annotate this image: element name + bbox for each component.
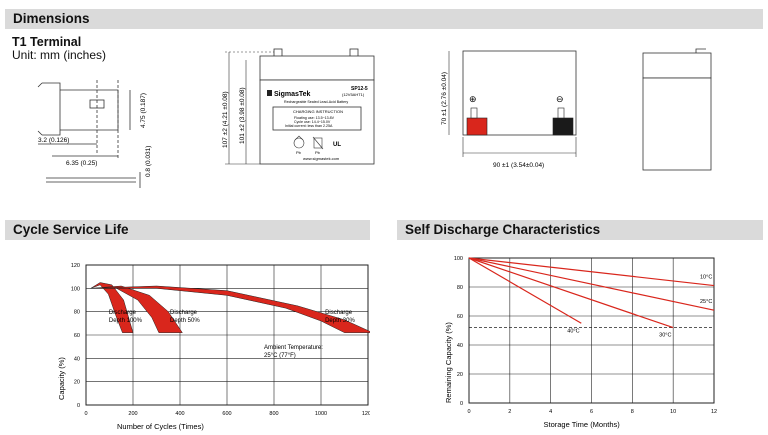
x-tick-label: 8 (631, 409, 634, 415)
charging-line-1: Floating use: 13.5~13.8V (294, 116, 335, 120)
y-tick-label: 120 (71, 263, 80, 269)
charging-line-2: Cycle use: 14.4~15.0V (294, 120, 331, 124)
series-line-1 (468, 257, 715, 311)
y-tick-label: 0 (77, 403, 80, 409)
terminal-dim-3: 4.75 (0.187) (140, 93, 147, 128)
series-label: 30°C (659, 333, 671, 339)
cert-pb-1: Pb (296, 150, 302, 155)
charging-title: CHARGING INSTRUCTION (293, 109, 343, 114)
self-header: Self Discharge Characteristics (397, 220, 763, 240)
front-height-case: 101 ±2 (3.98 ±0.08) (239, 87, 246, 144)
back-view-drawing (642, 48, 712, 171)
y-tick-label: 80 (74, 310, 80, 316)
terminal-dim-2: 6.35 (0.25) (66, 160, 97, 167)
x-tick-label: 0 (467, 409, 470, 415)
model-sub: (12V5AHT1) (342, 92, 365, 97)
x-tick-label: 10 (670, 409, 676, 415)
front-view-drawing: 107 ±2 (4.21 ±0.08) 101 ±2 (3.98 ±0.08) … (222, 48, 375, 165)
front-height-total: 107 ±2 (4.21 ±0.08) (222, 91, 229, 148)
brand-name: SigmasTek (274, 91, 311, 98)
y-tick-label: 60 (457, 314, 463, 320)
x-tick-label: 400 (175, 411, 184, 417)
x-tick-label: 12 (711, 409, 717, 415)
negative-terminal-block (552, 117, 574, 136)
y-tick-label: 20 (74, 380, 80, 386)
website: www.sigmastek.com (303, 156, 340, 161)
unit-label: Unit: mm (inches) (12, 48, 107, 62)
positive-symbol: ⊕ (469, 94, 477, 104)
annotation-line1: Ambient Temperature: (264, 345, 323, 351)
positive-terminal-block (466, 117, 488, 136)
x-axis-label: Storage Time (Months) (544, 420, 621, 429)
series-label: 10°C (700, 275, 712, 281)
y-tick-label: 40 (457, 343, 463, 349)
annotation-line1: Discharge (109, 310, 137, 316)
annotation-line2: Depth 100% (109, 318, 143, 324)
series-line-0 (468, 257, 715, 287)
series-label: 40°C (567, 328, 579, 334)
terminal-drawing: 4.75 (0.187) 3.2 (0.126) 6.35 (0.25) 0.8… (37, 80, 152, 188)
x-tick-label: 800 (269, 411, 278, 417)
annotation-line1: Discharge (325, 310, 353, 316)
y-tick-label: 40 (74, 356, 80, 362)
cycle-band-0 (90, 282, 134, 333)
trash-icon (312, 136, 324, 150)
annotation-line2: 25°C (77°F) (264, 353, 296, 359)
cycle-band-1 (90, 285, 183, 333)
x-tick-label: 600 (222, 411, 231, 417)
terminal-dim-1: 3.2 (0.126) (38, 137, 69, 144)
recycle-icon (293, 135, 305, 149)
y-tick-label: 0 (460, 401, 463, 407)
terminal-title: T1 Terminal (12, 35, 82, 49)
cycle-band-2 (90, 285, 370, 333)
series-label: 25°C (700, 299, 712, 305)
annotation-line1: Discharge (170, 310, 198, 316)
model-number: SP12-5 (351, 86, 368, 92)
side-view-drawing: ⊕ ⊖ 70 ±1 (2.76 ±0.04) 90 ±1 (3.54±0.04) (441, 50, 577, 169)
x-tick-label: 6 (590, 409, 593, 415)
cert-pb-2: Pb (315, 150, 321, 155)
x-tick-label: 1000 (315, 411, 327, 417)
annotation-line2: Depth 30% (325, 318, 355, 324)
self-discharge-chart: 0 2 4 6 8 10 12 0 20 40 60 80 100 Storage Time (Month… (444, 256, 717, 429)
dimensions-header: Dimensions (5, 9, 763, 29)
self-title: Self Discharge Characteristics (405, 222, 601, 237)
x-tick-label: 0 (84, 411, 87, 417)
dimensions-title: Dimensions (13, 11, 90, 26)
cycle-title: Cycle Service Life (13, 222, 129, 237)
series-line-3 (468, 257, 582, 324)
cycle-header: Cycle Service Life (5, 220, 370, 240)
x-tick-label: 4 (549, 409, 552, 415)
x-tick-label: 2 (508, 409, 511, 415)
annotation-line2: Depth 50% (170, 318, 200, 324)
front-subtitle: Rechargeable Sealed Lead-Acid Battery (284, 100, 348, 104)
y-axis-label: Remaining Capacity (%) (444, 322, 453, 403)
cert-ul: UL (333, 142, 341, 148)
y-tick-label: 100 (454, 256, 463, 262)
series-line-2 (468, 257, 674, 329)
y-tick-label: 20 (457, 372, 463, 378)
brand-logo-icon (267, 90, 272, 96)
terminal-dim-4: 0.8 (0.031) (145, 146, 152, 177)
x-axis-label: Number of Cycles (Times) (117, 422, 204, 431)
y-tick-label: 100 (71, 286, 80, 292)
y-tick-label: 60 (74, 333, 80, 339)
side-width: 90 ±1 (3.54±0.04) (493, 162, 544, 169)
x-tick-label: 200 (128, 411, 137, 417)
y-tick-label: 80 (457, 285, 463, 291)
side-height: 70 ±1 (2.76 ±0.04) (441, 72, 448, 125)
charging-line-3: Initial current: less than 2.25A (285, 124, 333, 128)
negative-symbol: ⊖ (556, 94, 564, 104)
y-axis-label: Capacity (%) (57, 357, 66, 400)
